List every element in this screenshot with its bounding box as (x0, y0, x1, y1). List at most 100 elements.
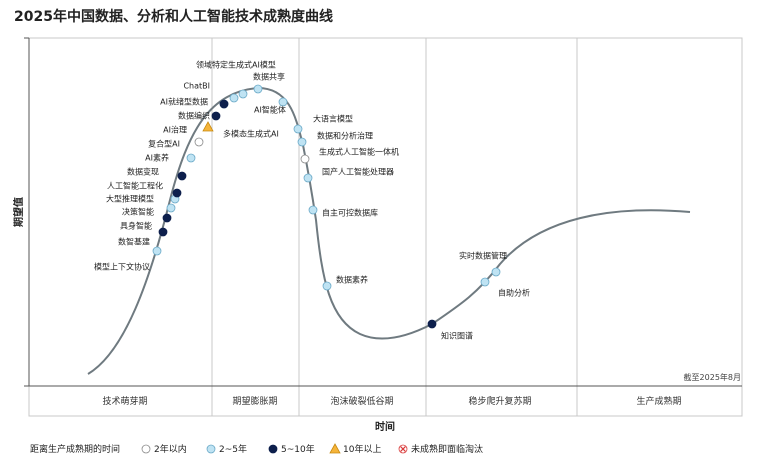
data-point-marker (194, 137, 204, 147)
legend: 距离生产成熟期的时间 2年以内 2~5年 5~10年 10年以上 未成熟即面临淘汰 (30, 443, 483, 455)
data-point-marker (268, 444, 278, 454)
data-point-label: 复合型AI (148, 139, 180, 149)
data-point-marker (278, 97, 288, 107)
data-point-label: ChatBI (183, 82, 210, 91)
data-point-label: 数智基建 (118, 237, 150, 247)
data-point-marker (162, 213, 172, 223)
data-point: 自助分析 (480, 277, 530, 298)
legend-item-label: 2~5年 (219, 443, 247, 455)
as-of-note: 截至2025年8月 (684, 372, 741, 382)
legend-item-label: 2年以内 (154, 443, 187, 455)
data-point-label: 模型上下文协议 (94, 262, 150, 272)
legend-item: 2~5年 (206, 443, 247, 455)
data-point-label: AI就绪型数据 (160, 97, 208, 107)
data-point: 领域特定生成式AI模型 (196, 60, 276, 99)
y-axis-label: 期望值 (12, 197, 25, 227)
data-point: 人工智能工程化 (107, 181, 182, 198)
data-point-marker (152, 246, 162, 256)
data-point-marker (211, 111, 221, 121)
data-point-marker (206, 444, 216, 454)
legend-item-label: 未成熟即面临淘汰 (411, 443, 483, 455)
data-point-label: 数据素养 (336, 275, 368, 285)
data-point: 数据变现 (127, 167, 187, 181)
data-point-label: 国产人工智能处理器 (322, 167, 394, 177)
data-point-label: AI素养 (145, 153, 169, 163)
data-point-label: AI智能体 (254, 105, 286, 115)
data-point-marker (186, 153, 196, 163)
data-point-marker (491, 267, 501, 277)
data-point-label: 数据和分析治理 (317, 131, 373, 141)
data-point-label: 大型推理模型 (106, 194, 154, 204)
x-axis-label: 时间 (375, 420, 395, 433)
data-point-marker (303, 173, 313, 183)
data-point-label: 决策智能 (122, 207, 154, 217)
legend-item: 10年以上 (329, 443, 381, 455)
data-point: AI智能体 (254, 97, 288, 115)
data-point-label: 实时数据管理 (459, 251, 507, 261)
data-point: 实时数据管理 (459, 251, 507, 277)
hype-curve (87, 86, 691, 375)
data-point-marker (172, 188, 182, 198)
data-point: 数据编织 (178, 111, 221, 121)
data-point: ChatBI (183, 82, 239, 103)
legend-item: 2年以内 (141, 443, 187, 455)
data-point: 大语言模型 (293, 114, 353, 134)
data-point-label: 自主可控数据库 (322, 208, 378, 218)
data-point: 大型推理模型 (106, 194, 180, 204)
data-point-marker (202, 121, 214, 132)
data-point-marker (141, 444, 151, 454)
data-point-marker (158, 227, 168, 237)
phase-label: 生产成熟期 (636, 395, 681, 407)
legend-item: 未成熟即面临淘汰 (398, 443, 483, 455)
obsolete-cross (400, 446, 406, 452)
data-point-marker (297, 137, 307, 147)
phase-label: 技术萌芽期 (102, 395, 147, 407)
data-point: 自主可控数据库 (308, 205, 378, 218)
data-point-marker (219, 99, 229, 109)
data-point-label: 具身智能 (120, 221, 152, 231)
legend-item: 5~10年 (268, 443, 315, 455)
data-point: 数据共享 (253, 72, 285, 94)
data-point: 数据素养 (322, 275, 368, 291)
data-point-label: 数据编织 (178, 111, 210, 121)
phase-label: 期望膨胀期 (232, 395, 277, 407)
chart-title: 2025年中国数据、分析和人工智能技术成熟度曲线 (14, 9, 333, 25)
data-point: 生成式人工智能一体机 (300, 147, 399, 164)
data-point-label: AI治理 (163, 125, 187, 135)
data-point-marker (166, 203, 176, 213)
data-point: 数智基建 (118, 227, 168, 247)
data-point-label: 多模态生成式AI (223, 129, 279, 139)
data-point: AI治理 (163, 121, 214, 135)
data-point-marker (480, 277, 490, 287)
data-point: 具身智能 (120, 213, 172, 231)
data-point-marker (229, 93, 239, 103)
data-point: 知识图谱 (427, 319, 473, 341)
data-point-marker (253, 84, 263, 94)
data-point-marker (238, 89, 248, 99)
data-point-marker (308, 205, 318, 215)
phase-label: 泡沫破裂低谷期 (330, 395, 393, 407)
data-point-label: 数据变现 (127, 167, 159, 177)
data-point-label: 知识图谱 (441, 331, 473, 341)
data-point-marker (177, 171, 187, 181)
data-point-label: 领域特定生成式AI模型 (196, 60, 276, 70)
data-point-marker (300, 154, 310, 164)
data-point-label: 人工智能工程化 (107, 181, 163, 191)
data-point-marker (329, 443, 341, 454)
data-point-marker (427, 319, 437, 329)
data-point: 数据和分析治理 (297, 131, 373, 147)
phase-label: 稳步爬升复苏期 (468, 395, 531, 407)
data-point: 国产人工智能处理器 (303, 167, 394, 183)
data-point-marker (322, 281, 332, 291)
data-point-label: 大语言模型 (313, 114, 353, 124)
legend-item-label: 5~10年 (281, 443, 315, 455)
data-point: AI素养 (145, 153, 196, 163)
data-point-label: 数据共享 (253, 72, 285, 82)
data-point: 模型上下文协议 (94, 246, 162, 272)
data-point-label: 自助分析 (498, 288, 530, 298)
data-point-label: 生成式人工智能一体机 (319, 147, 399, 157)
data-point: 复合型AI (148, 137, 204, 149)
data-point: 多模态生成式AI (219, 99, 279, 139)
